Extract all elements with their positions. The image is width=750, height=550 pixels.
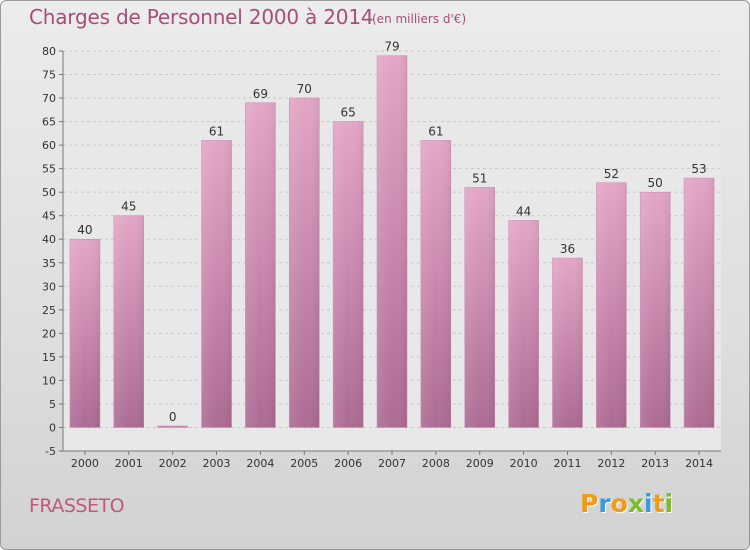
x-tick-label: 2010 bbox=[510, 457, 538, 470]
logo-letter: i bbox=[664, 489, 674, 518]
chart-subtitle: (en milliers d'€) bbox=[372, 12, 467, 26]
data-label: 40 bbox=[77, 223, 92, 237]
data-label: 79 bbox=[384, 40, 399, 54]
data-labels: 40 45 0 61 69 70 65 79 61 51 44 36 52 50 53 bbox=[77, 40, 706, 424]
y-tick-label: 0 bbox=[49, 421, 56, 434]
bar-shine bbox=[289, 98, 320, 428]
logo-letter: t bbox=[652, 489, 665, 518]
chart-title: Charges de Personnel 2000 à 2014 bbox=[29, 5, 374, 29]
x-tick-label: 2000 bbox=[71, 457, 99, 470]
x-tick-label: 2007 bbox=[378, 457, 406, 470]
data-label: 65 bbox=[340, 106, 355, 120]
bars bbox=[69, 55, 715, 428]
bar-shine bbox=[640, 192, 671, 428]
data-label: 0 bbox=[169, 410, 177, 424]
bar-shine bbox=[245, 102, 276, 428]
y-tick-label: 30 bbox=[42, 280, 56, 293]
y-tick-label: 10 bbox=[42, 374, 56, 387]
bar-shine bbox=[552, 258, 583, 428]
data-label: 45 bbox=[121, 200, 136, 214]
bar-shine bbox=[508, 220, 539, 428]
data-label: 70 bbox=[297, 82, 312, 96]
data-label: 61 bbox=[209, 124, 224, 138]
bar-shine bbox=[201, 140, 232, 428]
y-tick-label: 75 bbox=[42, 69, 56, 82]
bar bbox=[157, 425, 188, 428]
y-tick-label: 45 bbox=[42, 210, 56, 223]
x-tick-label: 2005 bbox=[290, 457, 318, 470]
bar-shine bbox=[420, 140, 451, 428]
logo-letter: x bbox=[627, 489, 644, 518]
data-label: 36 bbox=[560, 242, 575, 256]
y-tick-label: -5 bbox=[45, 445, 56, 458]
y-tick-label: 50 bbox=[42, 186, 56, 199]
x-tick-label: 2009 bbox=[466, 457, 494, 470]
y-tick-label: 25 bbox=[42, 304, 56, 317]
bar-shine bbox=[596, 182, 627, 428]
x-tick-label: 2004 bbox=[246, 457, 274, 470]
bar-shine bbox=[113, 215, 144, 428]
data-label: 61 bbox=[428, 124, 443, 138]
logo-letter: i bbox=[644, 489, 653, 518]
bar-shine bbox=[464, 187, 495, 428]
y-tick-label: 55 bbox=[42, 163, 56, 176]
y-tick-label: 5 bbox=[49, 398, 56, 411]
x-tick-label: 2002 bbox=[159, 457, 187, 470]
commune-name: FRASSETO bbox=[29, 495, 125, 517]
bar-shine bbox=[377, 55, 407, 428]
logo-letter: o bbox=[610, 489, 628, 518]
y-tick-label: 15 bbox=[42, 351, 56, 364]
y-axis-ticks: -5 0 5 10 15 20 25 30 35 40 45 50 55 60 65 70 75 80 bbox=[42, 45, 63, 458]
x-tick-label: 2013 bbox=[641, 457, 669, 470]
bar-shine bbox=[69, 239, 100, 428]
x-tick-label: 2014 bbox=[685, 457, 713, 470]
data-label: 50 bbox=[648, 176, 663, 190]
data-label: 52 bbox=[604, 167, 619, 181]
x-tick-label: 2011 bbox=[553, 457, 581, 470]
data-label: 69 bbox=[253, 87, 268, 101]
data-label: 53 bbox=[691, 162, 706, 176]
y-tick-label: 80 bbox=[42, 45, 56, 58]
y-tick-label: 60 bbox=[42, 139, 56, 152]
bar-shine bbox=[684, 178, 715, 428]
x-tick-label: 2012 bbox=[597, 457, 625, 470]
proxiti-logo: Proxiti bbox=[580, 489, 673, 518]
y-tick-label: 40 bbox=[42, 233, 56, 246]
logo-letter: P bbox=[580, 489, 599, 518]
bar-shine bbox=[333, 121, 364, 428]
y-tick-label: 20 bbox=[42, 327, 56, 340]
x-axis-ticks: 2000 2001 2002 2003 2004 2005 2006 2007 2008 2009… bbox=[71, 451, 713, 470]
y-tick-label: 65 bbox=[42, 116, 56, 129]
data-label: 44 bbox=[516, 204, 531, 218]
x-tick-label: 2006 bbox=[334, 457, 362, 470]
data-label: 51 bbox=[472, 171, 487, 185]
x-tick-label: 2008 bbox=[422, 457, 450, 470]
logo-letter: r bbox=[598, 489, 611, 518]
y-tick-label: 35 bbox=[42, 257, 56, 270]
y-tick-label: 70 bbox=[42, 92, 56, 105]
x-tick-label: 2001 bbox=[115, 457, 143, 470]
x-tick-label: 2003 bbox=[203, 457, 231, 470]
